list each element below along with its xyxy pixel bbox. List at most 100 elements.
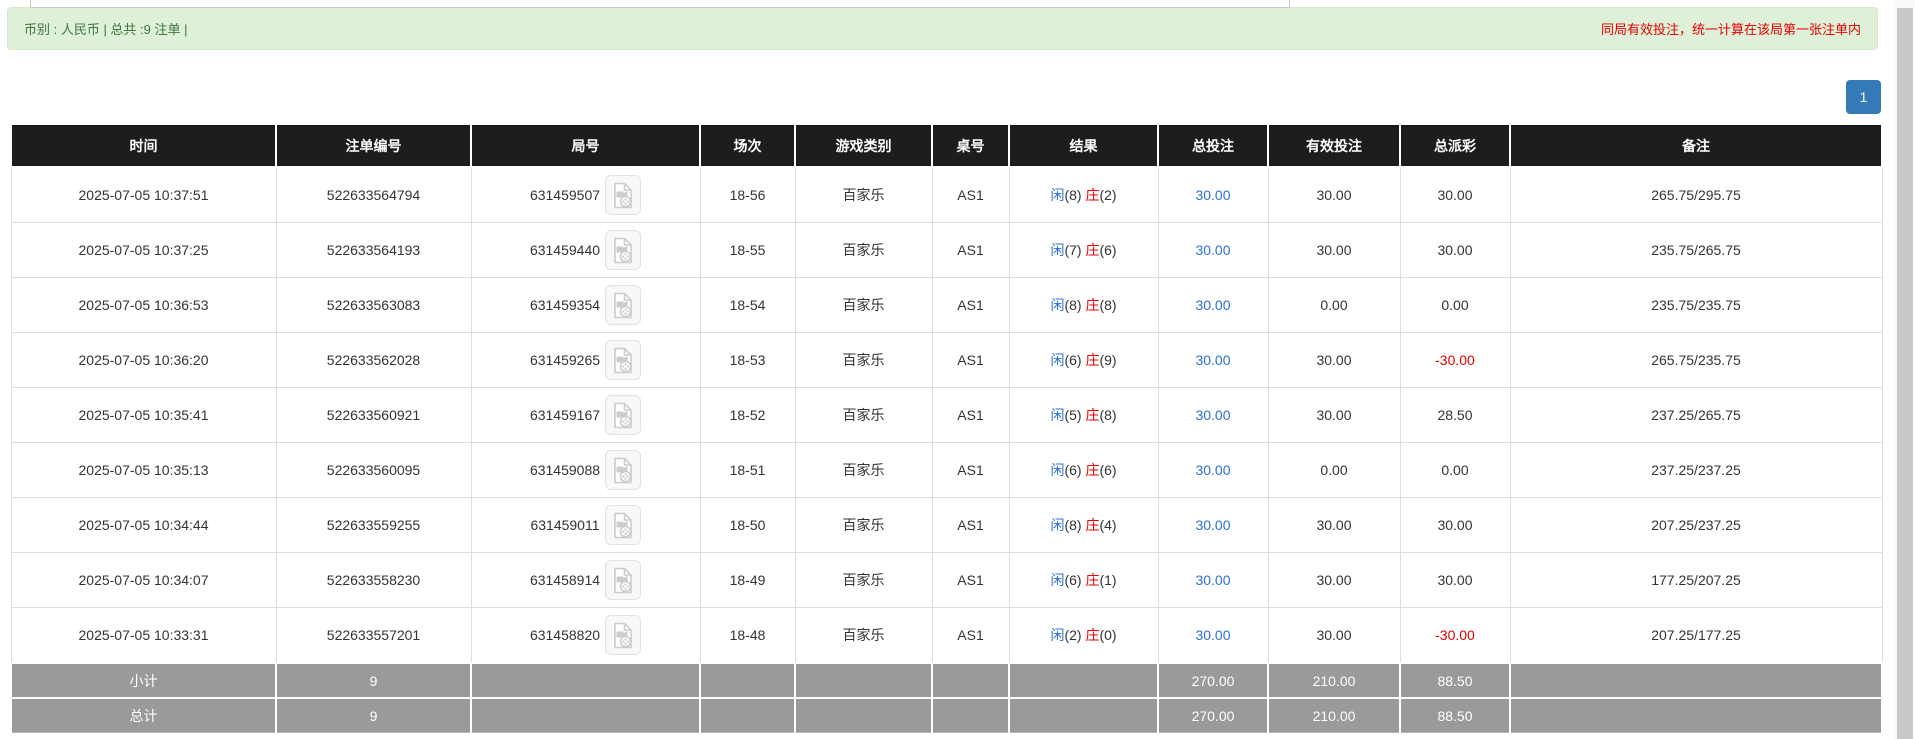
time-cell: 2025-07-05 10:34:44 bbox=[10, 497, 277, 553]
video-replay-button[interactable] bbox=[605, 340, 642, 380]
table-no-cell: AS1 bbox=[931, 442, 1010, 498]
video-replay-button[interactable] bbox=[605, 285, 642, 325]
game-type-cell: 百家乐 bbox=[794, 222, 933, 278]
banker-result-value: (0) bbox=[1099, 627, 1117, 643]
table-row: 2025-07-05 10:34:07 522633558230 631458914… bbox=[10, 552, 1883, 608]
total-row-empty-cell bbox=[794, 697, 933, 733]
bet-id-cell: 522633559255 bbox=[275, 497, 472, 553]
game-type-cell: 百家乐 bbox=[794, 497, 933, 553]
total-bet-link[interactable]: 30.00 bbox=[1195, 517, 1231, 533]
player-result-label: 闲 bbox=[1050, 352, 1065, 368]
round-cell: 631459354 bbox=[470, 277, 701, 333]
session-cell: 18-51 bbox=[699, 442, 796, 498]
result-cell: 闲(8) 庄(8) bbox=[1008, 277, 1159, 333]
total-bet-link[interactable]: 30.00 bbox=[1195, 352, 1231, 368]
round-id-wrap: 631459167 bbox=[476, 395, 696, 435]
table-header-row: 时间 注单编号 局号 场次 游戏类别 桌号 结果 总投注 有效投注 总派彩 备注 bbox=[10, 125, 1883, 168]
session-cell: 18-56 bbox=[699, 166, 796, 223]
video-replay-button[interactable] bbox=[605, 395, 642, 435]
remark-cell: 235.75/265.75 bbox=[1509, 222, 1883, 278]
total-bet-link[interactable]: 30.00 bbox=[1195, 187, 1231, 203]
total-row-empty-cell bbox=[1008, 697, 1159, 733]
time-cell: 2025-07-05 10:34:07 bbox=[10, 552, 277, 608]
table-row: 2025-07-05 10:35:13 522633560095 631459088… bbox=[10, 442, 1883, 498]
total-bet-link[interactable]: 30.00 bbox=[1195, 407, 1231, 423]
vertical-scrollbar-thumb[interactable] bbox=[1897, 8, 1913, 739]
table-no-cell: AS1 bbox=[931, 607, 1010, 664]
result-cell: 闲(6) 庄(6) bbox=[1008, 442, 1159, 498]
subtotal-row-payout: 88.50 bbox=[1399, 662, 1511, 699]
game-type-cell: 百家乐 bbox=[794, 387, 933, 443]
bet-id-cell: 522633563083 bbox=[275, 277, 472, 333]
banker-result-label: 庄 bbox=[1085, 627, 1100, 643]
banker-result-value: (6) bbox=[1099, 242, 1117, 258]
total-bet-cell: 30.00 bbox=[1157, 166, 1269, 223]
banker-result-value: (6) bbox=[1099, 462, 1117, 478]
total-bet-link[interactable]: 30.00 bbox=[1195, 572, 1231, 588]
player-result-value: (6) bbox=[1064, 352, 1086, 368]
total-bet-cell: 30.00 bbox=[1157, 277, 1269, 333]
round-id-wrap: 631459507 bbox=[476, 175, 696, 215]
table-no-cell: AS1 bbox=[931, 222, 1010, 278]
round-id-wrap: 631458820 bbox=[476, 615, 696, 655]
column-header: 结果 bbox=[1008, 125, 1159, 168]
video-replay-icon bbox=[614, 237, 632, 263]
total-row: 总计 9 270.00 210.00 88.50 bbox=[10, 697, 1883, 733]
table-row: 2025-07-05 10:36:20 522633562028 631459265… bbox=[10, 332, 1883, 388]
video-replay-button[interactable] bbox=[605, 450, 642, 490]
video-replay-button[interactable] bbox=[605, 230, 642, 270]
total-bet-cell: 30.00 bbox=[1157, 497, 1269, 553]
summary-alert-bar: 币别 : 人民币 | 总共 :9 注单 | 同局有效投注，统一计算在该局第一张注… bbox=[7, 7, 1878, 50]
table-no-cell: AS1 bbox=[931, 387, 1010, 443]
video-replay-button[interactable] bbox=[605, 615, 642, 655]
player-result-label: 闲 bbox=[1050, 572, 1065, 588]
subtotal-row-empty-cell bbox=[470, 662, 701, 699]
game-type-cell: 百家乐 bbox=[794, 442, 933, 498]
total-row-empty-cell bbox=[470, 697, 701, 733]
banker-result-label: 庄 bbox=[1085, 352, 1100, 368]
subtotal-row: 小计 9 270.00 210.00 88.50 bbox=[10, 662, 1883, 699]
video-replay-icon bbox=[614, 402, 632, 428]
valid-bet-cell: 30.00 bbox=[1267, 222, 1401, 278]
column-header: 有效投注 bbox=[1267, 125, 1401, 168]
video-replay-button[interactable] bbox=[605, 175, 642, 215]
round-cell: 631459167 bbox=[470, 387, 701, 443]
round-cell: 631459440 bbox=[470, 222, 701, 278]
total-bet-link[interactable]: 30.00 bbox=[1195, 627, 1231, 643]
bet-id-cell: 522633564794 bbox=[275, 166, 472, 223]
banker-result-label: 庄 bbox=[1085, 297, 1100, 313]
payout-cell: 28.50 bbox=[1399, 387, 1511, 443]
round-id-text: 631458820 bbox=[529, 627, 601, 643]
payout-cell: 30.00 bbox=[1399, 552, 1511, 608]
total-bet-link[interactable]: 30.00 bbox=[1195, 297, 1231, 313]
player-result-value: (2) bbox=[1064, 627, 1086, 643]
total-bet-link[interactable]: 30.00 bbox=[1195, 242, 1231, 258]
player-result-value: (5) bbox=[1064, 407, 1086, 423]
game-type-cell: 百家乐 bbox=[794, 166, 933, 223]
round-id-text: 631459011 bbox=[530, 517, 600, 533]
subtotal-row-remark bbox=[1509, 662, 1883, 699]
round-id-text: 631459167 bbox=[529, 407, 601, 423]
game-type-cell: 百家乐 bbox=[794, 332, 933, 388]
total-bet-link[interactable]: 30.00 bbox=[1195, 462, 1231, 478]
pagination-page-1-button[interactable]: 1 bbox=[1846, 80, 1881, 114]
player-result-label: 闲 bbox=[1050, 462, 1065, 478]
result-cell: 闲(8) 庄(2) bbox=[1008, 166, 1159, 223]
player-result-value: (6) bbox=[1064, 462, 1086, 478]
player-result-label: 闲 bbox=[1050, 242, 1065, 258]
time-cell: 2025-07-05 10:37:51 bbox=[10, 166, 277, 223]
player-result-label: 闲 bbox=[1050, 297, 1065, 313]
round-cell: 631459088 bbox=[470, 442, 701, 498]
round-id-text: 631458914 bbox=[529, 572, 601, 588]
time-cell: 2025-07-05 10:35:13 bbox=[10, 442, 277, 498]
video-replay-button[interactable] bbox=[605, 560, 642, 600]
remark-cell: 177.25/207.25 bbox=[1509, 552, 1883, 608]
total-row-label: 总计 bbox=[10, 697, 277, 733]
round-cell: 631459507 bbox=[470, 166, 701, 223]
table-row: 2025-07-05 10:34:44 522633559255 631459011… bbox=[10, 497, 1883, 553]
player-result-value: (6) bbox=[1064, 572, 1086, 588]
video-replay-icon bbox=[614, 457, 632, 483]
column-header: 总投注 bbox=[1157, 125, 1269, 168]
bet-id-cell: 522633560095 bbox=[275, 442, 472, 498]
video-replay-button[interactable] bbox=[604, 505, 641, 545]
